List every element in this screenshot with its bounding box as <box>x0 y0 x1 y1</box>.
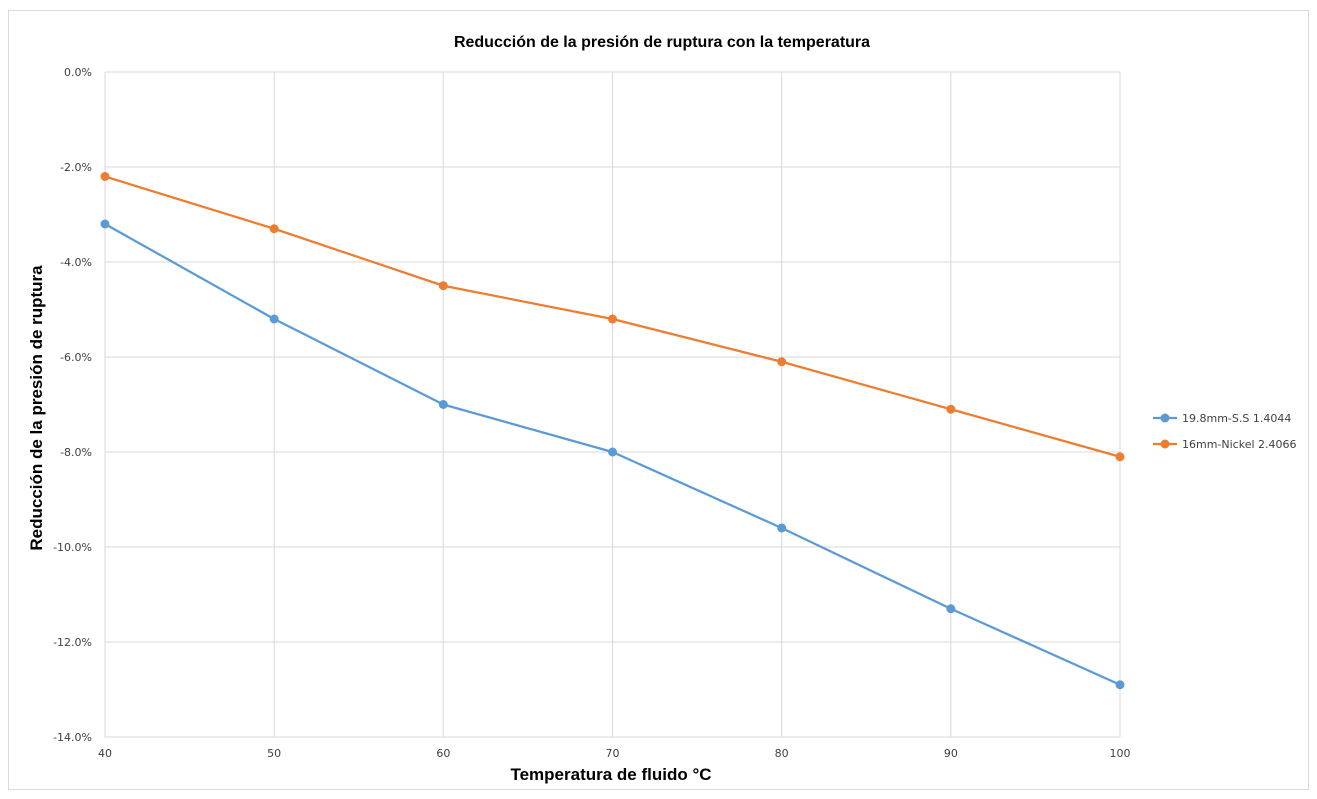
y-axis-title: Reducción de la presión de ruptura <box>27 265 46 551</box>
data-point <box>1115 680 1125 690</box>
x-tick-label: 60 <box>436 747 450 760</box>
x-tick-label: 100 <box>1110 747 1131 760</box>
data-point <box>100 219 110 229</box>
legend: 19.8mm-S.S 1.4044 16mm-Nickel 2.4066 <box>1153 412 1297 451</box>
series-2 <box>100 172 1125 462</box>
x-tick-label: 70 <box>606 747 620 760</box>
legend-marker <box>1160 439 1170 449</box>
x-tick-label: 80 <box>775 747 789 760</box>
data-point <box>608 314 617 324</box>
series-1 <box>100 219 1125 690</box>
chart-frame <box>8 10 1309 790</box>
y-tick-label: -14.0% <box>53 731 92 744</box>
data-point <box>777 523 787 533</box>
y-tick-label: 0.0% <box>64 66 92 79</box>
data-point <box>438 400 448 409</box>
legend-marker <box>1160 413 1170 423</box>
x-tick-label: 90 <box>944 747 958 760</box>
data-point <box>777 357 787 367</box>
data-point <box>269 224 279 234</box>
x-tick-label: 40 <box>98 747 112 760</box>
y-tick-label: -12.0% <box>53 636 92 649</box>
data-point <box>100 172 110 181</box>
legend-label: 19.8mm-S.S 1.4044 <box>1182 412 1291 425</box>
y-tick-label: -8.0% <box>60 446 92 459</box>
data-point <box>608 447 617 457</box>
grid <box>104 71 1121 738</box>
chart-title: Reducción de la presión de ruptura con l… <box>454 34 870 51</box>
data-point <box>946 604 956 614</box>
legend-item: 16mm-Nickel 2.4066 <box>1153 438 1297 451</box>
legend-label: 16mm-Nickel 2.4066 <box>1182 438 1297 451</box>
y-tick-label: -2.0% <box>60 161 92 174</box>
data-point <box>269 314 279 324</box>
tick-labels: 0.0% -2.0% -4.0% -6.0% -8.0% -10.0% -12.0% -14.… <box>53 66 1130 760</box>
data-point <box>946 404 956 414</box>
data-point <box>1115 452 1125 462</box>
y-tick-label: -4.0% <box>60 256 92 269</box>
y-tick-label: -6.0% <box>60 351 92 364</box>
y-tick-label: -10.0% <box>53 541 92 554</box>
legend-item: 19.8mm-S.S 1.4044 <box>1153 412 1291 425</box>
x-tick-label: 50 <box>267 747 281 760</box>
x-axis-title: Temperatura de fluido °C <box>510 765 711 784</box>
data-point <box>438 281 448 291</box>
series-lines <box>100 172 1125 690</box>
